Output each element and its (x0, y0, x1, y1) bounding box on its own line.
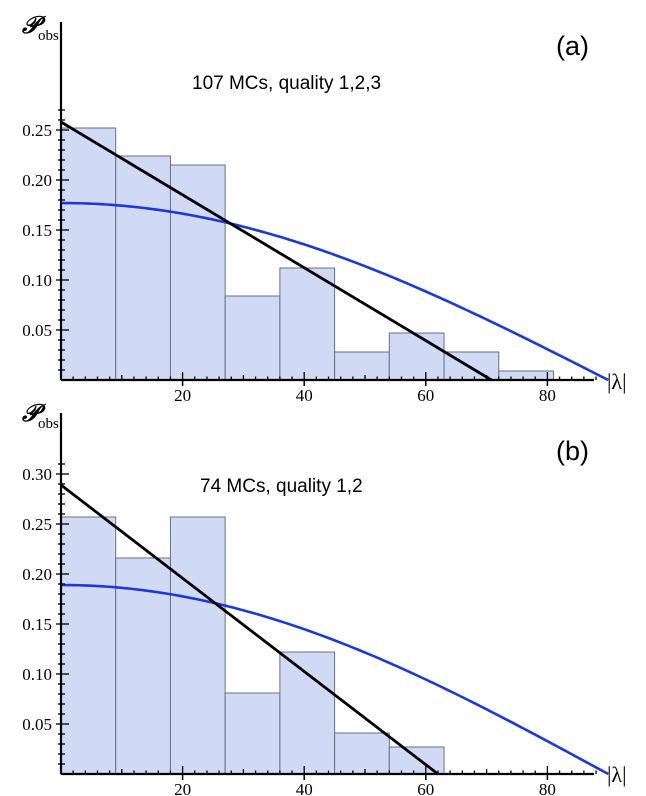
y-tick-label-b-3: 0.20 (22, 565, 52, 584)
y-axis-label-b: 𝒫 obs (21, 401, 59, 432)
histogram-bar-a-2 (169, 164, 226, 381)
histogram-bar-a-6 (388, 332, 445, 381)
y-tick-label-a-4: 0.25 (22, 121, 52, 140)
linear-fit-line-a (60, 120, 493, 382)
y-tick-label-a-0: 0.05 (22, 321, 52, 340)
cosine-fit-curve-a (60, 201, 609, 382)
panel-b: 20 40 60 80 0.05 0.10 0.15 0.20 0.25 0.30 𝒫 obs |… (21, 401, 626, 796)
histogram-bar-a-8 (498, 370, 554, 381)
histogram-bar-a-0 (60, 127, 117, 381)
y-tick-label-b-1: 0.10 (22, 665, 52, 684)
axes-a: 20 40 60 80 0.05 0.10 0.15 0.20 0.25 (22, 22, 597, 405)
histogram-bar-b-5 (334, 732, 390, 775)
histogram-bar-a-5 (334, 351, 390, 381)
x-tick-label-a-40: 40 (296, 386, 313, 405)
histogram-bars-a (60, 127, 554, 381)
fit-curves-a (60, 120, 609, 382)
y-axis-label-sub-a: obs (38, 28, 59, 44)
histogram-bar-a-4 (279, 267, 336, 381)
x-tick-label-b-40: 40 (296, 780, 313, 796)
chart-title-b: 74 MCs, quality 1,2 (200, 476, 363, 497)
x-tick-label-b-60: 60 (417, 780, 434, 796)
x-tick-label-a-80: 80 (539, 386, 556, 405)
histogram-bar-b-3 (224, 692, 281, 775)
histogram-bar-a-1 (115, 155, 171, 381)
x-tick-label-a-60: 60 (417, 386, 434, 405)
panel-label-b: (b) (556, 436, 589, 466)
y-tick-label-b-4: 0.25 (22, 515, 52, 534)
y-tick-label-a-3: 0.20 (22, 171, 52, 190)
y-axis-label-sub-b: obs (38, 416, 59, 432)
histogram-bar-a-3 (224, 295, 281, 381)
histogram-bar-b-4 (279, 651, 336, 775)
x-tick-label-a-20: 20 (174, 386, 191, 405)
x-tick-label-b-80: 80 (539, 780, 556, 796)
fit-curves-b (60, 483, 609, 776)
panel-label-a: (a) (556, 31, 589, 61)
histogram-bar-b-0 (60, 516, 117, 775)
y-axis-label-a: 𝒫 obs (21, 13, 59, 44)
histogram-bars-b (60, 516, 445, 775)
histogram-bar-b-2 (169, 516, 226, 775)
y-tick-label-b-0: 0.05 (22, 715, 52, 734)
x-axis-label-b: |λ| (607, 762, 626, 787)
y-tick-label-b-2: 0.15 (22, 615, 52, 634)
x-tick-label-b-20: 20 (174, 780, 191, 796)
y-tick-label-a-2: 0.15 (22, 221, 52, 240)
x-axis-label-a: |λ| (607, 369, 626, 394)
cosine-fit-curve-b (60, 583, 609, 776)
histogram-bar-b-6 (388, 746, 445, 775)
linear-fit-line-b (60, 483, 439, 776)
y-tick-label-b-5: 0.30 (22, 465, 52, 484)
axes-b: 20 40 60 80 0.05 0.10 0.15 0.20 0.25 0.30 (22, 413, 597, 796)
chart-title-a: 107 MCs, quality 1,2,3 (192, 73, 381, 94)
panel-a: 20 40 60 80 0.05 0.10 0.15 0.20 0.25 𝒫 obs |λ| (… (21, 13, 626, 405)
y-tick-label-a-1: 0.10 (22, 271, 52, 290)
